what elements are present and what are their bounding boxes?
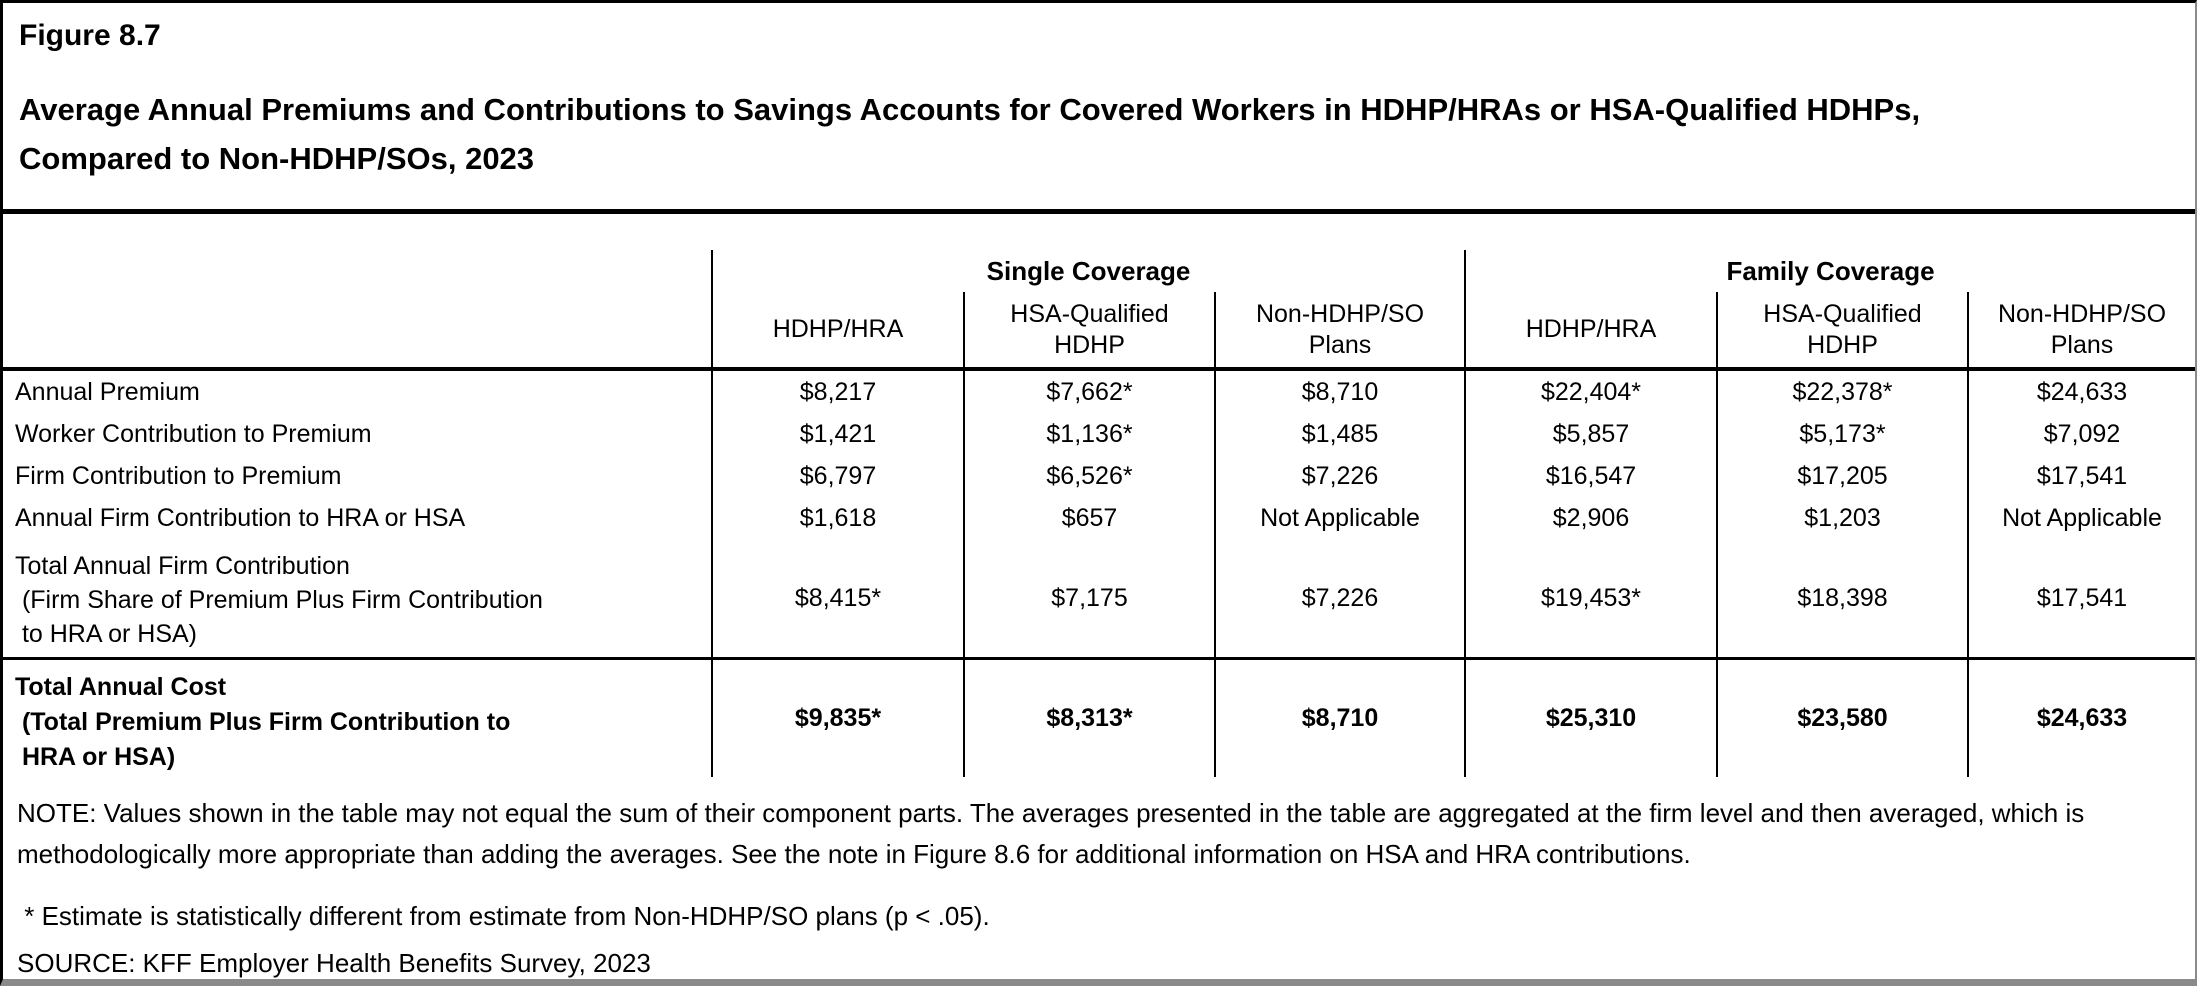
- row-label-line: to HRA or HSA): [15, 620, 197, 648]
- figure-label: Figure 8.7: [19, 19, 161, 52]
- cell-value: $17,541: [1967, 539, 2195, 657]
- col-header-family-hdhp-hra: HDHP/HRA: [1464, 292, 1716, 371]
- cell-value: $8,415*: [711, 539, 963, 657]
- row-label-worker-contribution: Worker Contribution to Premium: [15, 419, 372, 448]
- footnote-text: * Estimate is statistically different fr…: [17, 901, 990, 931]
- cell-total-value: $8,710: [1214, 657, 1464, 777]
- cell-total-value: $9,835*: [711, 657, 963, 777]
- note-text: NOTE: Values shown in the table may not …: [17, 798, 2085, 869]
- col-header-single-hsa-qualified: HSA-Qualified HDHP: [963, 292, 1214, 371]
- row-label-line: Total Annual Cost: [15, 673, 227, 701]
- cell-total-value: $8,313*: [963, 657, 1214, 777]
- group-header-single: Single Coverage: [711, 250, 1464, 292]
- cell-value: $22,404*: [1464, 371, 1716, 413]
- cell-value: $1,136*: [963, 413, 1214, 455]
- row-label-line: HRA or HSA): [15, 743, 176, 771]
- cell-value: $1,618: [711, 497, 963, 539]
- title-separator: [3, 209, 2195, 214]
- group-header-family: Family Coverage: [1464, 250, 2195, 292]
- row-label-line: (Firm Share of Premium Plus Firm Contrib…: [15, 586, 543, 614]
- title-block: Figure 8.7 Average Annual Premiums and C…: [3, 3, 2195, 209]
- col-header-single-hdhp-hra: HDHP/HRA: [711, 292, 963, 371]
- cell-value: Not Applicable: [1967, 497, 2195, 539]
- cell-value: $7,175: [963, 539, 1214, 657]
- cell-value: $8,217: [711, 371, 963, 413]
- premiums-table: Single Coverage Family Coverage HDHP/HRA…: [3, 250, 2195, 777]
- cell-value: Not Applicable: [1214, 497, 1464, 539]
- cell-value: $7,662*: [963, 371, 1214, 413]
- cell-value: $18,398: [1716, 539, 1967, 657]
- cell-value: $16,547: [1464, 455, 1716, 497]
- cell-value: $7,226: [1214, 455, 1464, 497]
- row-label-firm-contribution: Firm Contribution to Premium: [15, 461, 342, 490]
- figure-title: Average Annual Premiums and Contribution…: [19, 92, 1921, 176]
- cell-value: $22,378*: [1716, 371, 1967, 413]
- cell-value: $657: [963, 497, 1214, 539]
- cell-value: $1,485: [1214, 413, 1464, 455]
- cell-value: $8,710: [1214, 371, 1464, 413]
- cell-value: $19,453*: [1464, 539, 1716, 657]
- col-header-family-hsa-qualified: HSA-Qualified HDHP: [1716, 292, 1967, 371]
- cell-total-value: $25,310: [1464, 657, 1716, 777]
- row-label-line: Total Annual Firm Contribution: [15, 552, 350, 580]
- cell-value: $5,173*: [1716, 413, 1967, 455]
- row-label-hra-hsa-contribution: Annual Firm Contribution to HRA or HSA: [15, 503, 466, 532]
- cell-value: $24,633: [1967, 371, 2195, 413]
- cell-value: $7,226: [1214, 539, 1464, 657]
- row-label-annual-premium: Annual Premium: [15, 377, 200, 406]
- row-label-header-spacer: [3, 292, 711, 371]
- cell-value: $17,541: [1967, 455, 2195, 497]
- row-label-total-annual-cost: Total Annual Cost (Total Premium Plus Fi…: [3, 657, 711, 777]
- cell-value: $1,421: [711, 413, 963, 455]
- row-label-total-firm-contribution: Total Annual Firm Contribution (Firm Sha…: [3, 539, 711, 657]
- cell-value: $7,092: [1967, 413, 2195, 455]
- source-text: SOURCE: KFF Employer Health Benefits Sur…: [17, 948, 651, 978]
- cell-value: $6,526*: [963, 455, 1214, 497]
- cell-value: $5,857: [1464, 413, 1716, 455]
- cell-value: $6,797: [711, 455, 963, 497]
- col-header-family-non-hdhp: Non-HDHP/SO Plans: [1967, 292, 2195, 371]
- cell-total-value: $24,633: [1967, 657, 2195, 777]
- cell-total-value: $23,580: [1716, 657, 1967, 777]
- cell-value: $17,205: [1716, 455, 1967, 497]
- cell-value: $2,906: [1464, 497, 1716, 539]
- cell-value: $1,203: [1716, 497, 1967, 539]
- row-label-line: (Total Premium Plus Firm Contribution to: [15, 708, 511, 736]
- corner-spacer: [3, 250, 711, 292]
- col-header-single-non-hdhp: Non-HDHP/SO Plans: [1214, 292, 1464, 371]
